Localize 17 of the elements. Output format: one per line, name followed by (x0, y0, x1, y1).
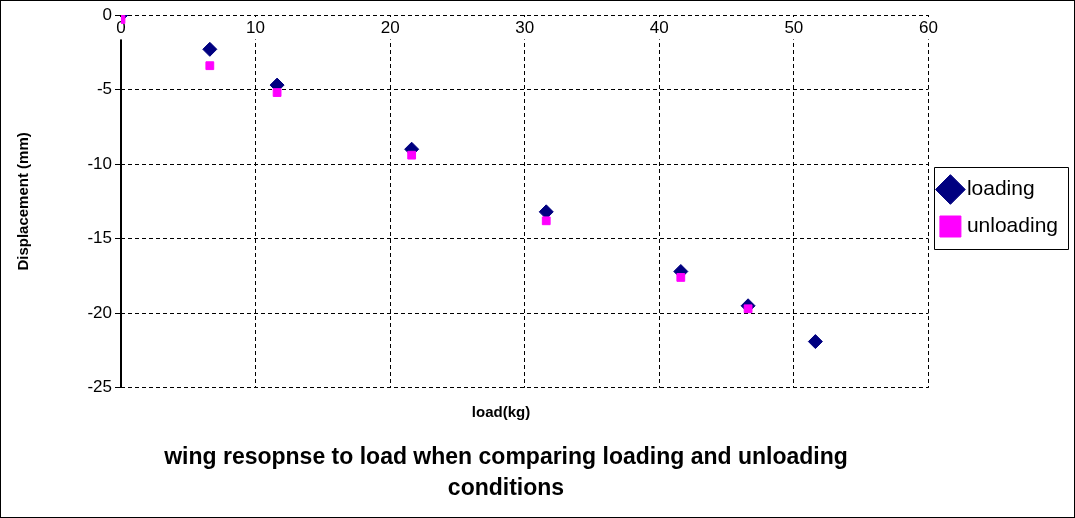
y-axis-title: Displacement (mm) (14, 132, 32, 271)
y-tick-label: -10 (87, 153, 112, 173)
y-tick-label: 0 (102, 4, 112, 24)
y-tick-label: -5 (96, 79, 112, 99)
y-tick-label: -25 (87, 377, 112, 397)
x-tick-label: 10 (246, 17, 266, 37)
text: wing resopnse to load when comparing loading and unloading conditions (163, 442, 849, 502)
x-tick-label: 50 (784, 17, 804, 37)
x-tick-label: 60 (918, 17, 938, 37)
legend-label: loading (966, 176, 1035, 200)
legend-label: unloading (966, 213, 1059, 237)
x-tick-label: 40 (649, 17, 669, 37)
x-axis-title: load(kg) (470, 403, 532, 420)
x-tick-label: 20 (380, 17, 400, 37)
x-tick-label: 30 (515, 17, 535, 37)
y-tick-label: -20 (87, 302, 112, 322)
y-tick-label: -15 (87, 228, 112, 248)
